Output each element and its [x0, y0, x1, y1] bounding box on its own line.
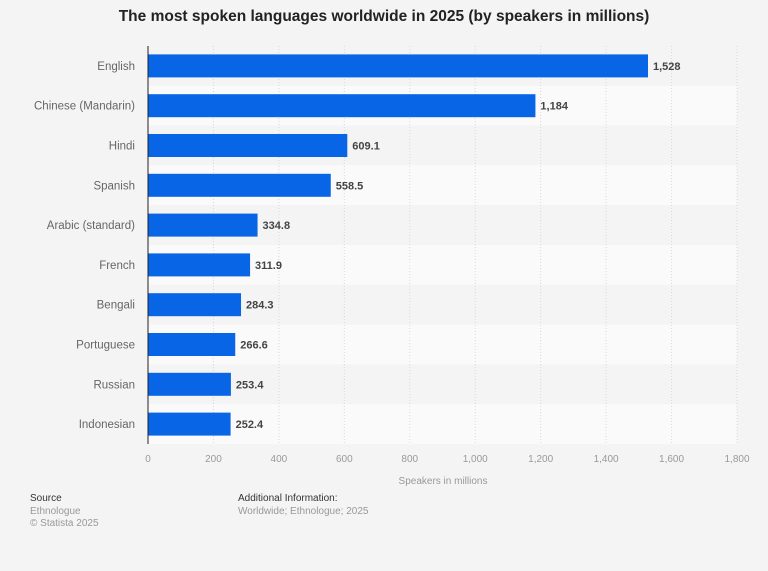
category-label: French — [99, 260, 135, 272]
bars — [148, 54, 648, 436]
category-label: Spanish — [93, 180, 135, 192]
bar — [148, 293, 242, 317]
value-label: 253.4 — [236, 379, 264, 391]
x-tick-label: 200 — [205, 454, 222, 465]
x-tick-label: 1,600 — [659, 454, 684, 465]
row-band — [148, 404, 737, 444]
source-heading: Source — [30, 493, 62, 504]
value-label: 558.5 — [336, 180, 364, 192]
category-label: Chinese (Mandarin) — [34, 101, 135, 113]
x-tick-labels: 0 200 400 600 800 1,000 1,200 1,400 1,600 1,800 — [145, 454, 750, 465]
x-axis-label: Speakers in millions — [399, 476, 488, 487]
category-label: Bengali — [97, 300, 135, 312]
x-tick-label: 400 — [271, 454, 288, 465]
copyright: © Statista 2025 — [30, 518, 99, 529]
bar — [148, 372, 231, 396]
value-label: 1,528 — [653, 61, 681, 73]
category-label: Indonesian — [79, 419, 135, 431]
category-label: Portuguese — [76, 340, 135, 352]
bar — [148, 54, 648, 78]
value-label: 311.9 — [255, 260, 282, 272]
value-label: 266.6 — [240, 340, 268, 352]
chart-title: The most spoken languages worldwide in 2… — [118, 8, 650, 25]
value-label: 284.3 — [246, 300, 274, 312]
additional-info-heading: Additional Information: — [238, 493, 338, 504]
row-band — [148, 324, 737, 365]
x-tick-label: 1,400 — [594, 454, 619, 465]
source-name[interactable]: Ethnologue — [30, 505, 81, 517]
x-tick-label: 1,800 — [724, 454, 749, 465]
bar — [148, 253, 251, 277]
x-tick-label: 0 — [145, 454, 151, 465]
bar — [148, 173, 331, 197]
bar-chart: English Chinese (Mandarin) Hindi Spanish Ara… — [34, 46, 750, 487]
x-tick-label: 800 — [401, 454, 418, 465]
value-label: 334.8 — [263, 220, 291, 232]
bar — [148, 94, 536, 118]
bar — [148, 333, 236, 356]
category-label: Arabic (standard) — [47, 220, 135, 232]
x-tick-label: 1,200 — [528, 454, 553, 465]
x-tick-label: 1,000 — [463, 454, 488, 465]
additional-info-text: Worldwide; Ethnologue; 2025 — [238, 505, 369, 517]
row-band — [148, 284, 737, 325]
category-label: Russian — [93, 379, 135, 391]
bar — [148, 134, 348, 157]
category-label: English — [97, 61, 135, 73]
category-labels: English Chinese (Mandarin) Hindi Spanish Ara… — [34, 61, 135, 431]
bar — [148, 213, 258, 237]
x-tick-label: 600 — [336, 454, 353, 465]
value-label: 252.4 — [236, 419, 264, 431]
source-block: Source Ethnologue © Statista 2025 — [30, 493, 99, 531]
bar — [148, 412, 231, 436]
value-label: 609.1 — [352, 141, 380, 153]
category-label: Hindi — [109, 141, 135, 153]
value-label: 1,184 — [540, 101, 568, 113]
additional-info-block: Additional Information: Worldwide; Ethno… — [238, 493, 368, 518]
row-band — [148, 364, 737, 405]
value-labels: 1,528 1,184 609.1 558.5 334.8 311.9 284.3 266.6… — [236, 61, 681, 431]
